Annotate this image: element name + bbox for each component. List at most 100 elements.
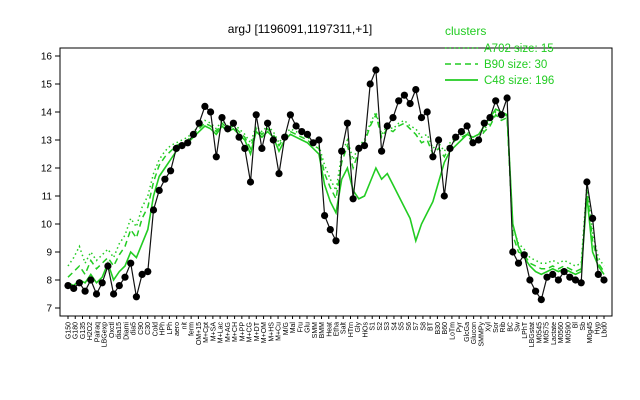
x-tick-label: Sor xyxy=(493,321,500,333)
y-tick-label: 11 xyxy=(42,192,53,203)
data-point xyxy=(229,119,237,127)
data-point xyxy=(349,195,357,203)
data-point xyxy=(417,114,426,122)
data-point xyxy=(480,119,488,127)
data-point xyxy=(224,125,232,133)
data-point xyxy=(440,192,448,200)
x-tick-label: Diami xyxy=(123,322,130,340)
x-tick-label: SMMPy xyxy=(478,322,485,347)
x-tick-label: ferm xyxy=(189,322,196,336)
legend-label-b90: B90 size: 30 xyxy=(484,59,547,71)
x-tick-label: S6 xyxy=(406,322,413,331)
x-tick-label: LPhT xyxy=(522,321,529,338)
y-tick-label: 15 xyxy=(41,80,53,91)
x-tick-label: S3 xyxy=(384,322,391,331)
x-tick-label: C30 xyxy=(145,322,152,335)
data-point xyxy=(560,268,568,276)
x-tick-label: M0575 xyxy=(544,322,551,344)
x-tick-label: M0545 xyxy=(536,322,543,344)
data-point xyxy=(155,186,163,194)
x-tick-label: Xyl xyxy=(486,322,493,332)
x-tick-label: S2 xyxy=(377,322,384,331)
x-tick-label: S5 xyxy=(399,322,406,331)
x-tick-label: LPh xyxy=(167,322,174,335)
y-axis: 7 8 9 10 11 12 13 14 15 16 xyxy=(41,52,60,315)
data-point xyxy=(207,108,215,116)
series-line-b90 xyxy=(67,112,605,278)
x-tick-label: GlcGa xyxy=(464,322,471,342)
x-tick-label: M+PP xyxy=(239,322,246,342)
x-tick-label: HiOs xyxy=(362,322,369,338)
x-tick-label: Hyp xyxy=(594,322,601,335)
data-point xyxy=(383,122,391,130)
x-tick-label: M+Cpt xyxy=(203,322,210,343)
legend: clusters A702 size: 15 B90 size: 30 C48 … xyxy=(445,24,554,87)
data-point xyxy=(144,268,152,276)
data-point xyxy=(429,153,437,161)
x-tick-label: Lactate xyxy=(551,322,558,345)
legend-label-c48: C48 size: 196 xyxy=(484,75,554,87)
data-point xyxy=(127,259,135,267)
x-tick-label: M0560 xyxy=(558,322,565,344)
data-point xyxy=(532,287,540,295)
x-tick-label: M+HS xyxy=(268,322,275,342)
chart-title: argJ [1196091,1197311,+1] xyxy=(228,22,372,36)
x-tick-label: Mal xyxy=(290,322,297,334)
legend-title: clusters xyxy=(445,24,486,38)
data-point xyxy=(87,276,95,284)
data-point xyxy=(571,276,580,284)
data-point xyxy=(583,178,591,186)
data-point xyxy=(549,270,557,278)
data-point xyxy=(389,114,397,122)
data-point xyxy=(184,139,192,147)
x-tick-label: BMM xyxy=(319,322,326,339)
y-tick-label: 8 xyxy=(46,276,52,287)
data-point xyxy=(138,270,146,278)
data-point xyxy=(600,276,608,284)
data-point xyxy=(509,248,517,256)
x-tick-label: S8 xyxy=(420,322,427,331)
x-tick-label: aero xyxy=(174,322,181,336)
data-point xyxy=(75,279,83,287)
data-point xyxy=(400,91,408,99)
x-tick-label: BT xyxy=(428,321,435,331)
data-point xyxy=(566,273,574,281)
data-point xyxy=(355,144,363,152)
data-point xyxy=(149,206,158,214)
data-point xyxy=(298,128,306,136)
data-point xyxy=(395,97,403,105)
data-point xyxy=(132,293,140,301)
x-tick-label: LBGexp xyxy=(102,322,109,347)
data-point xyxy=(269,136,277,144)
x-tick-label: M+DT xyxy=(254,321,261,341)
data-point xyxy=(292,122,300,130)
x-tick-label: M+Lac xyxy=(218,322,225,344)
x-tick-label: H2O2 xyxy=(87,322,94,340)
data-point xyxy=(252,111,260,119)
data-point xyxy=(577,279,585,287)
x-tick-label: LoTm xyxy=(449,322,456,340)
x-tick-label: S4 xyxy=(391,322,398,331)
data-point xyxy=(161,175,169,183)
y-tick-label: 13 xyxy=(41,136,53,147)
data-point xyxy=(201,102,209,110)
x-tick-label: Bl xyxy=(573,322,580,329)
x-tick-label: B30 xyxy=(435,322,442,335)
x-tick-label: Gly xyxy=(355,322,362,333)
x-tick-label: Salt xyxy=(341,322,348,334)
data-point xyxy=(360,142,369,150)
x-tick-label: M+SA xyxy=(210,322,217,342)
data-point xyxy=(435,136,443,144)
data-point xyxy=(486,114,494,122)
data-point xyxy=(492,97,500,105)
data-point xyxy=(235,133,243,141)
legend-label-a702: A702 size: 15 xyxy=(484,43,554,55)
y-tick-label: 7 xyxy=(46,304,52,315)
data-point xyxy=(275,170,283,178)
data-point xyxy=(104,262,112,270)
data-point xyxy=(167,167,175,175)
data-point xyxy=(121,273,129,281)
x-tick-label: nit xyxy=(181,322,188,329)
data-point xyxy=(81,287,89,295)
series-line-c48 xyxy=(67,108,605,287)
